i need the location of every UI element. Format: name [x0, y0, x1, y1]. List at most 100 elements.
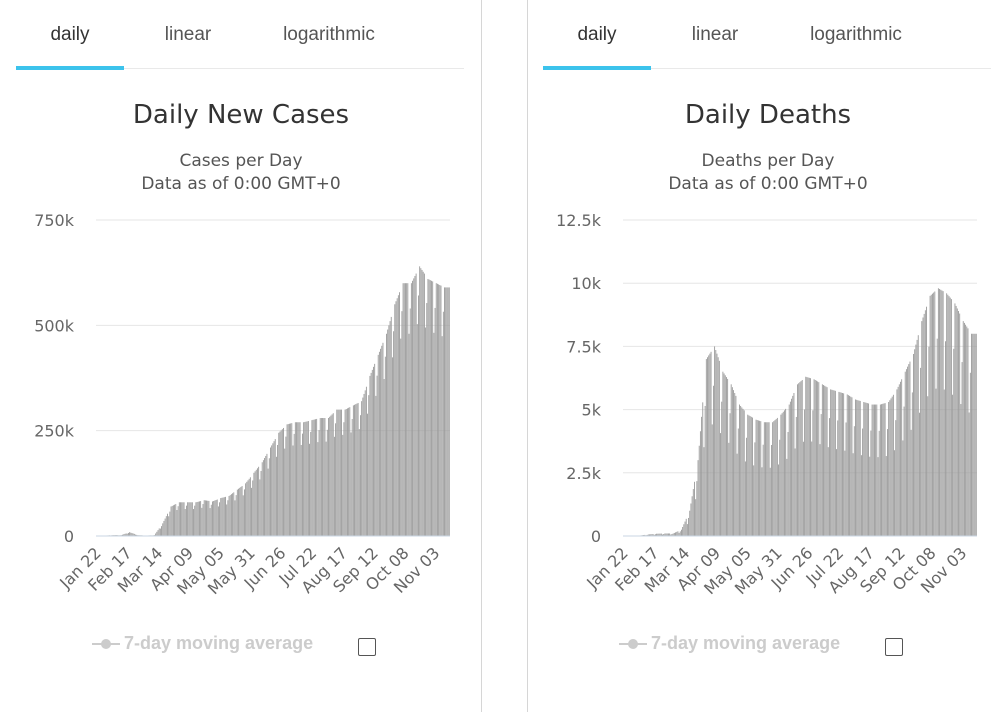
bar[interactable] — [436, 283, 438, 536]
bar[interactable] — [273, 441, 275, 536]
bar[interactable] — [286, 424, 288, 536]
bar[interactable] — [774, 420, 776, 536]
bar[interactable] — [657, 533, 659, 536]
bar[interactable] — [388, 325, 390, 536]
bar[interactable] — [386, 333, 387, 536]
bar[interactable] — [782, 411, 784, 536]
bar[interactable] — [799, 382, 801, 536]
bar[interactable] — [718, 360, 720, 536]
bar[interactable] — [352, 405, 354, 536]
bar[interactable] — [381, 345, 383, 536]
bar[interactable] — [727, 378, 729, 536]
bar[interactable] — [378, 351, 380, 536]
bar[interactable] — [161, 526, 163, 536]
bar[interactable] — [369, 375, 371, 536]
bar[interactable] — [123, 534, 125, 536]
bar[interactable] — [318, 430, 320, 536]
bar[interactable] — [339, 409, 341, 536]
bar[interactable] — [335, 423, 337, 536]
bar[interactable] — [212, 501, 213, 536]
bar[interactable] — [279, 431, 281, 536]
bar[interactable] — [364, 390, 366, 536]
bar[interactable] — [862, 428, 864, 536]
bar[interactable] — [946, 293, 948, 536]
bar[interactable] — [168, 516, 170, 536]
bar[interactable] — [446, 287, 448, 536]
bar[interactable] — [258, 466, 260, 536]
bar[interactable] — [743, 410, 745, 536]
bar[interactable] — [164, 518, 166, 536]
bar[interactable] — [940, 289, 942, 536]
bar[interactable] — [765, 422, 766, 536]
bar[interactable] — [699, 431, 701, 536]
bar[interactable] — [839, 392, 841, 536]
bar[interactable] — [313, 419, 315, 536]
bar[interactable] — [155, 533, 157, 536]
bar[interactable] — [344, 409, 346, 536]
bar[interactable] — [707, 357, 708, 536]
bar[interactable] — [317, 442, 319, 536]
bar[interactable] — [911, 392, 913, 536]
bar[interactable] — [184, 509, 186, 536]
bar[interactable] — [694, 481, 695, 536]
bar[interactable] — [124, 533, 126, 536]
bar[interactable] — [267, 468, 269, 536]
bar[interactable] — [127, 532, 129, 536]
bar[interactable] — [701, 416, 703, 536]
bar[interactable] — [165, 516, 167, 536]
bar[interactable] — [236, 489, 238, 536]
bar[interactable] — [448, 287, 450, 536]
bar[interactable] — [851, 397, 853, 536]
bar[interactable] — [682, 526, 684, 536]
bar[interactable] — [768, 422, 770, 536]
bar[interactable] — [223, 497, 225, 536]
bar[interactable] — [956, 308, 958, 536]
moving-average-legend-item[interactable]: 7-day moving average — [92, 630, 342, 660]
bar[interactable] — [967, 328, 969, 536]
bar[interactable] — [402, 283, 404, 536]
bar[interactable] — [665, 533, 667, 536]
bar[interactable] — [686, 524, 688, 536]
bar[interactable] — [183, 502, 185, 536]
bar[interactable] — [178, 502, 180, 536]
bar[interactable] — [423, 273, 425, 536]
bar[interactable] — [408, 333, 410, 536]
bar[interactable] — [397, 295, 399, 536]
bar[interactable] — [778, 464, 779, 536]
bar[interactable] — [858, 400, 860, 536]
bar[interactable] — [187, 502, 189, 536]
bar[interactable] — [877, 457, 879, 536]
bar[interactable] — [734, 392, 736, 536]
bar[interactable] — [952, 394, 954, 536]
bar[interactable] — [716, 353, 718, 536]
bar[interactable] — [729, 413, 731, 536]
bar[interactable] — [323, 418, 325, 536]
bar[interactable] — [688, 517, 690, 536]
bar[interactable] — [722, 371, 724, 536]
bar[interactable] — [766, 422, 768, 536]
bar[interactable] — [805, 376, 807, 536]
bar[interactable] — [842, 392, 843, 536]
bar[interactable] — [357, 402, 359, 536]
bar[interactable] — [973, 333, 975, 536]
bar[interactable] — [188, 502, 190, 536]
bar[interactable] — [909, 361, 911, 536]
bar[interactable] — [365, 386, 367, 536]
bar[interactable] — [708, 355, 710, 536]
bar[interactable] — [915, 344, 917, 536]
bar[interactable] — [756, 420, 758, 536]
bar[interactable] — [868, 403, 869, 536]
bar[interactable] — [736, 453, 738, 536]
bar[interactable] — [681, 529, 682, 536]
bar[interactable] — [400, 338, 402, 536]
bar[interactable] — [156, 531, 158, 536]
bar[interactable] — [781, 413, 783, 536]
bar[interactable] — [136, 534, 138, 536]
bar[interactable] — [670, 534, 672, 536]
bar[interactable] — [220, 498, 222, 536]
bar[interactable] — [333, 436, 335, 536]
bar[interactable] — [320, 418, 322, 536]
bar[interactable] — [274, 439, 276, 536]
bar[interactable] — [721, 401, 723, 536]
bar[interactable] — [850, 396, 852, 536]
